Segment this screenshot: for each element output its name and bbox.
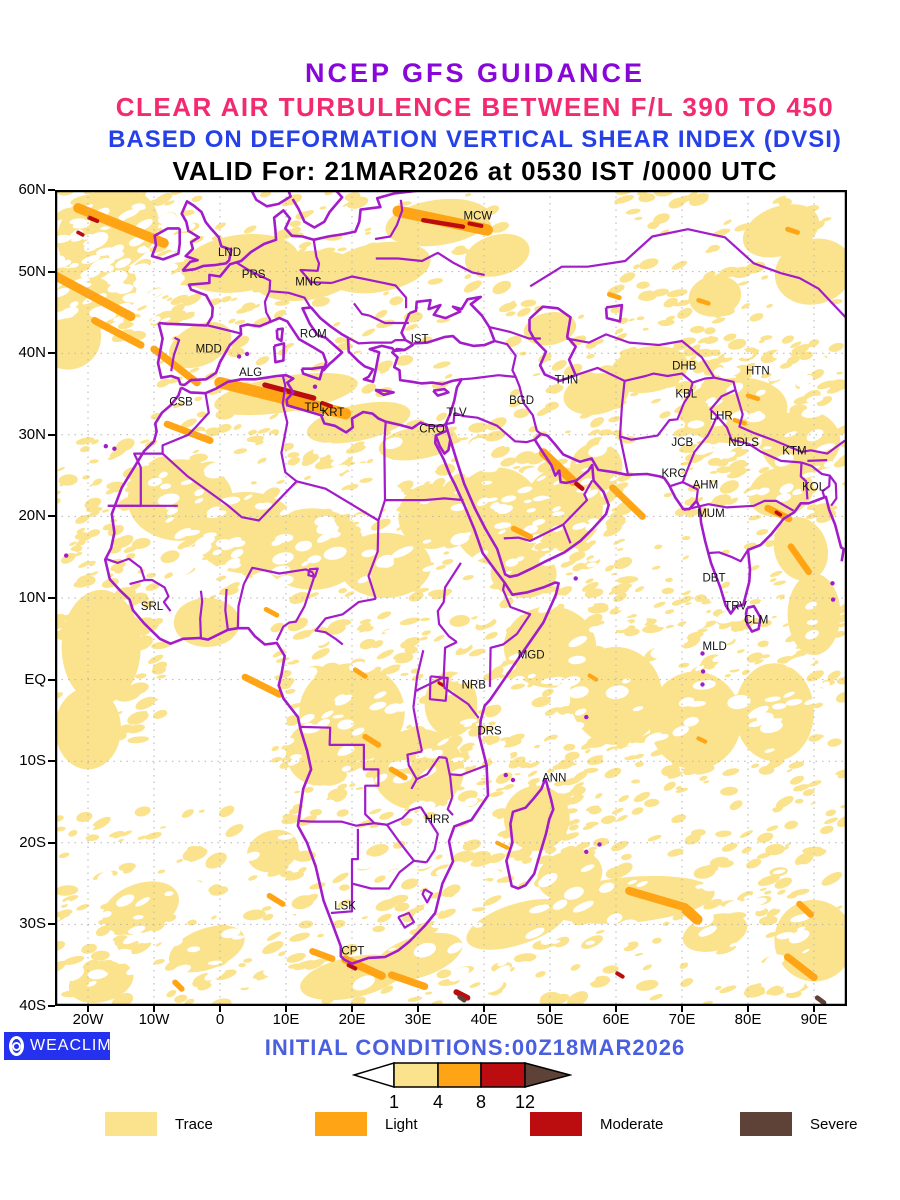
airport-label-LHR: LHR (710, 410, 733, 422)
lat-tick-label-60N: 60N (18, 181, 46, 198)
lat-tick-label-50N: 50N (18, 262, 46, 280)
airport-label-MGD: MGD (518, 649, 545, 661)
airport-label-ANN: ANN (542, 773, 566, 785)
airport-label-MLD: MLD (703, 641, 727, 653)
airport-label-KTM: KTM (782, 445, 806, 457)
airport-label-HRR: HRR (425, 814, 450, 826)
scale-moderate-segment (480, 1062, 526, 1088)
lon-tick-label-90E: 90E (800, 1011, 828, 1028)
airport-label-TRV: TRV (724, 600, 747, 612)
turbulence-map: MCW LND PRS MNC ROM IST MDD ALG CSB TPL KRT TLV CRO B… (55, 190, 847, 1006)
scale-tick-label: 8 (475, 1092, 486, 1112)
lat-tick-label-EQ: EQ (24, 670, 46, 688)
airport-label-IST: IST (411, 334, 429, 346)
airport-label-MDD: MDD (196, 343, 222, 355)
airport-label-JCB: JCB (671, 437, 693, 449)
lat-tick-label-30N: 30N (18, 425, 46, 443)
legend-swatch (740, 1112, 792, 1136)
airport-label-KRT: KRT (322, 407, 345, 419)
airport-label-MUM: MUM (697, 508, 724, 520)
airport-label-LND: LND (218, 247, 241, 259)
legend-item-trace: Trace (105, 1112, 213, 1136)
airport-label-THN: THN (555, 374, 579, 386)
lon-tick-label-20E: 20E (338, 1011, 366, 1028)
airport-label-BGD: BGD (509, 395, 534, 407)
airport-label-MCW: MCW (464, 210, 493, 222)
legend-item-severe: Severe (740, 1112, 858, 1136)
lon-tick-label-10E: 10E (272, 1011, 300, 1028)
lon-tick-label-20W: 20W (72, 1011, 104, 1028)
airport-label-PRS: PRS (242, 269, 266, 281)
airport-label-TPL: TPL (305, 402, 327, 414)
airport-label-SRL: SRL (141, 601, 164, 613)
logo-text: WEACLIM (30, 1037, 112, 1054)
legend-swatch (105, 1112, 157, 1136)
scale-severe-arrow (524, 1062, 572, 1088)
lon-tick-label-50E: 50E (536, 1011, 564, 1028)
legend-swatch (530, 1112, 582, 1136)
lon-tick-label-30E: 30E (404, 1011, 432, 1028)
airport-label-CRO: CRO (419, 423, 445, 435)
scale-tick-label: 1 (388, 1092, 399, 1112)
logo-ring-icon (9, 1036, 24, 1056)
airport-label-TLV: TLV (446, 407, 467, 419)
scale-trace-segment (393, 1062, 439, 1088)
airport-label-MNC: MNC (295, 277, 321, 289)
lat-tick-label-20N: 20N (18, 507, 46, 525)
lat-tick-label-10S: 10S (19, 752, 46, 770)
legend-item-light: Light (315, 1112, 418, 1136)
airport-label-DRS: DRS (477, 725, 502, 737)
airport-label-AHM: AHM (693, 480, 719, 492)
legend-item-moderate: Moderate (530, 1112, 663, 1136)
lon-tick-label-40E: 40E (470, 1011, 498, 1028)
airport-label-KOL: KOL (802, 481, 826, 493)
valid-time-line: VALID For: 21MAR2026 at 0530 IST /0000 U… (172, 156, 778, 186)
airport-label-DHB: DHB (672, 361, 697, 373)
scale-left-arrow (352, 1061, 395, 1089)
airport-label-KRC: KRC (662, 468, 686, 480)
airport-label-LSK: LSK (334, 901, 356, 913)
legend-swatch (315, 1112, 367, 1136)
lat-tick-label-40S: 40S (19, 997, 46, 1014)
initial-conditions-line: INITIAL CONDITIONS:00Z18MAR2026 (264, 1035, 686, 1060)
airport-label-CSB: CSB (169, 396, 193, 408)
legend-label: Severe (810, 1115, 858, 1133)
airport-label-CPT: CPT (341, 946, 364, 958)
page-title: NCEP GFS GUIDANCE (304, 58, 646, 88)
airport-label-CLM: CLM (744, 614, 768, 626)
legend-label: Trace (175, 1115, 213, 1133)
lon-tick-label-60E: 60E (602, 1011, 630, 1028)
legend-label: Moderate (600, 1115, 664, 1133)
airport-label-DBT: DBT (703, 573, 726, 585)
scale-tick-label: 4 (432, 1092, 443, 1112)
weaclim-logo: WEACLIM (4, 1032, 112, 1060)
lat-tick-label-10N: 10N (18, 589, 46, 606)
airport-label-NRB: NRB (462, 680, 487, 692)
airport-label-KBL: KBL (675, 388, 697, 400)
lon-tick-label-0: 0 (215, 1011, 225, 1028)
subtitle-turbulence-range: CLEAR AIR TURBULENCE BETWEEN F/L 390 TO … (115, 92, 835, 122)
legend-label: Light (385, 1115, 418, 1133)
airport-label-HTN: HTN (746, 365, 770, 377)
scale-light-segment (437, 1062, 482, 1088)
lon-tick-label-70E: 70E (668, 1011, 696, 1028)
lat-tick-label-20S: 20S (19, 833, 46, 851)
lon-tick-label-80E: 80E (734, 1011, 762, 1028)
subtitle-method: BASED ON DEFORMATION VERTICAL SHEAR INDE… (108, 126, 842, 153)
lat-tick-label-30S: 30S (19, 915, 46, 933)
lon-tick-label-10W: 10W (138, 1011, 170, 1028)
airport-label-NDLS: NDLS (728, 437, 759, 449)
airport-label-ROM: ROM (300, 329, 327, 341)
scale-tick-label: 12 (514, 1092, 536, 1112)
color-scale-bar (352, 1061, 572, 1089)
airport-label-ALG: ALG (239, 367, 262, 379)
lat-tick-label-40N: 40N (18, 344, 46, 362)
